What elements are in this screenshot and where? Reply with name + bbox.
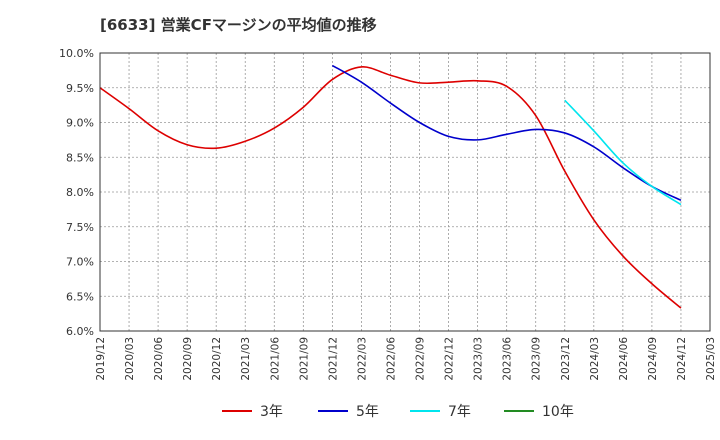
- x-tick-label: 2020/03: [124, 337, 136, 381]
- x-tick-label: 2020/12: [211, 337, 223, 381]
- legend-label-3: 10年: [542, 404, 574, 420]
- x-tick-label: 2020/09: [182, 337, 194, 381]
- x-tick-label: 2022/09: [415, 337, 427, 381]
- legend-label-1: 5年: [356, 404, 379, 420]
- x-tick-label: 2021/12: [327, 337, 339, 381]
- series-lines: [99, 64, 682, 309]
- y-axis-ticks: 6.0% 6.5% 7.0% 7.5% 8.0% 8.5% 9.0% 9.5% 10.0%: [59, 47, 94, 338]
- legend-label-0: 3年: [260, 404, 283, 420]
- x-tick-label: 2025/03: [705, 337, 717, 381]
- x-tick-label: 2023/12: [560, 337, 572, 381]
- y-tick-label: 6.5%: [66, 290, 94, 303]
- series-line-2: [564, 99, 682, 206]
- y-tick-label: 9.0%: [66, 117, 94, 130]
- x-tick-label: 2024/12: [676, 337, 688, 381]
- x-tick-label: 2024/09: [647, 337, 659, 381]
- y-tick-label: 6.0%: [66, 325, 94, 338]
- x-tick-label: 2021/03: [240, 337, 252, 381]
- y-tick-label: 10.0%: [59, 47, 94, 60]
- x-tick-label: 2024/03: [589, 337, 601, 381]
- x-tick-label: 2024/06: [618, 337, 630, 381]
- y-tick-label: 8.5%: [66, 151, 94, 164]
- x-tick-label: 2021/09: [298, 337, 310, 381]
- legend-label-2: 7年: [448, 404, 471, 420]
- x-tick-label: 2019/12: [95, 337, 107, 381]
- y-tick-label: 7.0%: [66, 256, 94, 269]
- y-tick-label: 9.5%: [66, 82, 94, 95]
- series-line-1: [331, 64, 682, 202]
- x-tick-label: 2023/03: [473, 337, 485, 381]
- chart-title: [6633] 営業CFマージンの平均値の推移: [100, 16, 377, 34]
- x-tick-label: 2022/03: [356, 337, 368, 381]
- x-tick-label: 2021/06: [269, 337, 281, 381]
- y-tick-label: 7.5%: [66, 221, 94, 234]
- x-tick-label: 2022/06: [385, 337, 397, 381]
- x-tick-label: 2020/06: [153, 337, 165, 381]
- x-tick-label: 2023/09: [531, 337, 543, 381]
- legend: 3年 5年 7年 10年: [222, 404, 574, 420]
- plot-frame: [99, 52, 711, 332]
- y-tick-label: 8.0%: [66, 186, 94, 199]
- x-tick-label: 2022/12: [444, 337, 456, 381]
- x-axis-ticks: 2019/12 2020/03 2020/06 2020/09 2020/12 2021/…: [95, 337, 717, 381]
- x-tick-label: 2023/06: [502, 337, 514, 381]
- series-line-0: [99, 66, 682, 309]
